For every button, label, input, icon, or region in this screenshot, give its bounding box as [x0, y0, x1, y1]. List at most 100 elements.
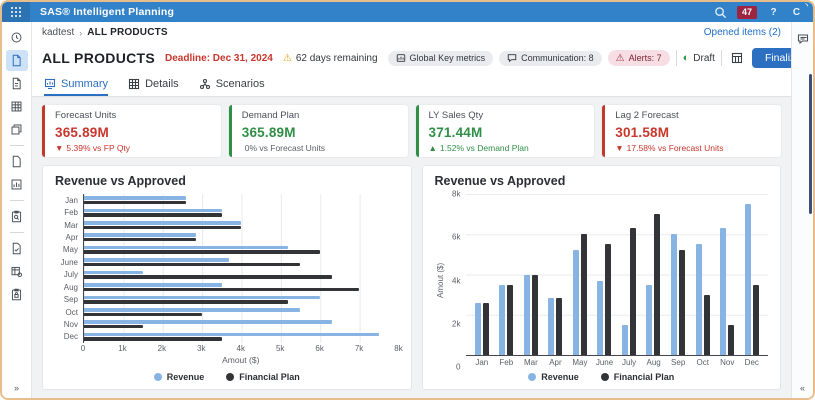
tab-scenarios[interactable]: Scenarios: [199, 73, 265, 96]
sidebar-item-data-settings[interactable]: [6, 261, 28, 282]
bar: [630, 228, 636, 355]
bar: [548, 298, 554, 355]
chart-icon: [10, 178, 23, 191]
layers-icon: [10, 123, 23, 136]
plot-area: [83, 194, 399, 343]
bar: [84, 300, 288, 304]
bar: [84, 213, 222, 217]
rail-collapse-button[interactable]: «: [800, 383, 805, 393]
chart-legend: Revenue Financial Plan: [55, 367, 399, 383]
bar: [84, 246, 288, 250]
tab-summary[interactable]: Summary: [44, 73, 108, 96]
notification-badge[interactable]: 47: [737, 6, 757, 19]
bar-group-sep: [84, 293, 399, 305]
bar: [84, 201, 186, 205]
app-launcher-button[interactable]: [2, 2, 30, 22]
bar-group-apr: [84, 231, 399, 243]
bar-group-nov: [720, 194, 734, 355]
alerts-button[interactable]: ⚠ Alerts: 7: [608, 50, 670, 66]
divider: [676, 50, 677, 66]
sidebar-expand-button[interactable]: »: [14, 377, 19, 398]
sidebar-item-plans[interactable]: [6, 50, 28, 71]
bar: [84, 313, 202, 317]
bar: [728, 325, 734, 355]
kpi-value: 365.89M: [242, 125, 398, 140]
sidebar-item-audit[interactable]: [6, 206, 28, 227]
bar: [84, 333, 379, 337]
sidebar-item-documents[interactable]: [6, 73, 28, 94]
sidebar-item-history[interactable]: [6, 27, 28, 48]
bar: [84, 196, 186, 200]
scrollbar-thumb[interactable]: [809, 74, 812, 214]
alert-warning-icon: ⚠: [616, 53, 625, 64]
bar: [84, 296, 320, 300]
revenue-vs-approved-vbar-card: Revenue vs Approved Amout ($) 8k6k4k2k0 …: [422, 165, 782, 390]
kpi-label: Demand Plan: [242, 110, 398, 121]
help-icon[interactable]: ?: [767, 6, 780, 19]
bar-group-jan: [84, 194, 399, 206]
clipboard-search-icon: [10, 210, 23, 223]
breadcrumb: kadtest › ALL PRODUCTS Opened items (2): [32, 22, 791, 43]
document-check-icon: [10, 242, 23, 255]
opened-items-link[interactable]: Opened items (2): [704, 27, 781, 38]
status-badge: ◐ Draft: [683, 53, 715, 64]
page-title: ALL PRODUCTS: [42, 50, 155, 66]
tab-details[interactable]: Details: [128, 73, 179, 96]
bar: [671, 234, 677, 355]
bar: [84, 238, 196, 242]
worksheet-icon: [731, 52, 743, 64]
global-key-metrics-button[interactable]: Global Key metrics: [388, 51, 494, 66]
breadcrumb-current: ALL PRODUCTS: [87, 27, 168, 38]
chart-title: Revenue vs Approved: [55, 174, 399, 188]
sidebar-item-tables[interactable]: [6, 96, 28, 117]
plot-area: [466, 194, 769, 356]
kpi-delta: ▲1.52% vs Demand Plan: [429, 143, 585, 153]
legend-item[interactable]: Revenue: [154, 372, 205, 382]
kpi-label: Forecast Units: [55, 110, 211, 121]
bar-group-dec: [745, 194, 759, 355]
bar: [84, 209, 222, 213]
bar: [745, 204, 751, 355]
divider: [721, 50, 722, 66]
kpi-delta: ▼5.39% vs FP Qty: [55, 143, 211, 153]
comments-panel-button[interactable]: [794, 30, 812, 48]
kpi-delta: ▼17.58% vs Forecast Units: [615, 143, 771, 153]
legend-item[interactable]: Financial Plan: [601, 372, 675, 382]
search-icon[interactable]: [714, 6, 727, 19]
sidebar-item-approvals[interactable]: [6, 238, 28, 259]
bar: [605, 244, 611, 355]
bar-group-june: [84, 256, 399, 268]
legend-dot-icon: [226, 373, 234, 381]
bar-group-mar: [84, 219, 399, 231]
sidebar-item-charts[interactable]: [6, 174, 28, 195]
bar: [84, 263, 300, 267]
clipboard-lock-icon: [10, 288, 23, 301]
bar: [696, 244, 702, 355]
bar-group-june: [597, 194, 611, 355]
draft-status-icon: ◐: [683, 53, 690, 63]
user-account-icon[interactable]: C: [790, 6, 803, 19]
kpi-card-ly-sales-qty: LY Sales Qty 371.44M ▲1.52% vs Demand Pl…: [416, 105, 595, 157]
revenue-vs-approved-hbar-card: Revenue vs Approved JanFebMarAprMayJuneJ…: [42, 165, 412, 390]
bar-group-apr: [548, 194, 562, 355]
bar: [622, 325, 628, 355]
bar-group-feb: [499, 194, 513, 355]
bar-group-nov: [84, 318, 399, 330]
sidebar-divider: [10, 200, 24, 201]
worksheet-button[interactable]: [728, 49, 746, 67]
sidebar-item-new-document[interactable]: [6, 151, 28, 172]
kpi-card-demand-plan: Demand Plan 365.89M 0% vs Forecast Units: [229, 105, 408, 157]
bar: [581, 234, 587, 355]
document-icon: [10, 54, 23, 67]
communication-button[interactable]: Communication: 8: [499, 51, 602, 66]
legend-item[interactable]: Revenue: [528, 372, 579, 382]
legend-dot-icon: [528, 373, 536, 381]
sidebar-item-copies[interactable]: [6, 119, 28, 140]
table-icon: [10, 100, 23, 113]
legend-item[interactable]: Financial Plan: [226, 372, 300, 382]
sidebar-item-locked-tasks[interactable]: [6, 284, 28, 305]
breadcrumb-parent[interactable]: kadtest: [42, 27, 74, 38]
comment-icon: [507, 53, 517, 63]
bar-group-jan: [475, 194, 489, 355]
bar: [84, 283, 222, 287]
